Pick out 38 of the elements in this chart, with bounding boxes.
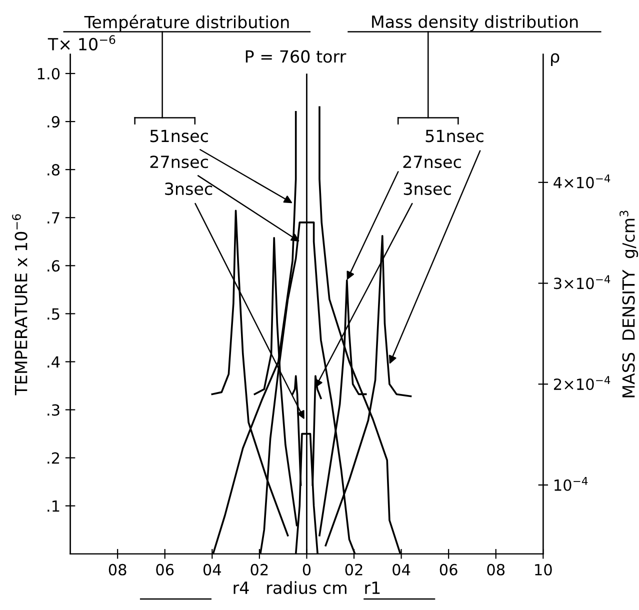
x-tick-label: 10 xyxy=(535,564,552,576)
x-tick-label: 02 xyxy=(345,564,362,576)
y-tick-label: .8 xyxy=(48,164,60,176)
x-tick-label: 08 xyxy=(108,564,126,576)
annotation: 3nsec xyxy=(404,182,451,196)
y-tick-label: .5 xyxy=(48,308,60,320)
x-tick-label: 06 xyxy=(440,564,458,576)
x-tick-label: 02 xyxy=(250,564,268,576)
text: Température distribution xyxy=(84,14,289,32)
y-tick-label: .6 xyxy=(48,260,60,272)
y-tick-label: .3 xyxy=(48,404,60,416)
x-tick-label: 04 xyxy=(203,564,222,576)
annotation: 27nsec xyxy=(403,156,461,168)
x-tick-label: 06 xyxy=(156,564,174,576)
y-tick-label: .2 xyxy=(48,452,60,464)
x-axis-title: r4 radius cm r1 xyxy=(234,581,380,594)
y-tick-label: .9 xyxy=(48,116,60,128)
x-tick-label: 08 xyxy=(487,564,505,576)
text: ρ xyxy=(551,53,560,66)
y2-tick-label: 2×10$^{−4}$ xyxy=(554,376,610,390)
text: Mass density distribution xyxy=(372,15,578,32)
y-axis-title: TEMPERATURE x 10$^{−6}$ xyxy=(12,214,28,396)
text: T× 10$^{−6}$ xyxy=(48,35,116,50)
y2-axis-title: MASS DENSITY g/cm$^{3}$ xyxy=(620,210,638,398)
y2-tick-label: 4×10$^{−4}$ xyxy=(554,174,610,188)
annotation: 51nsec xyxy=(426,130,484,142)
y-tick-label: .4 xyxy=(48,356,60,368)
annotation: 27nsec xyxy=(150,156,208,168)
annotation: 51nsec xyxy=(150,130,208,142)
y-tick-label: .7 xyxy=(48,212,60,224)
y2-tick-label: 10$^{−4}$ xyxy=(554,477,588,491)
x-tick-label: 04 xyxy=(392,564,410,576)
y2-tick-label: 3×10$^{−4}$ xyxy=(554,275,610,290)
y-tick-label: .1 xyxy=(48,500,60,512)
x-tick-label: 0 xyxy=(302,564,311,576)
y-tick-label: 1.0 xyxy=(38,68,60,80)
annotation: 3nsec xyxy=(165,182,212,196)
annotation: P = 760 torr xyxy=(246,50,346,63)
